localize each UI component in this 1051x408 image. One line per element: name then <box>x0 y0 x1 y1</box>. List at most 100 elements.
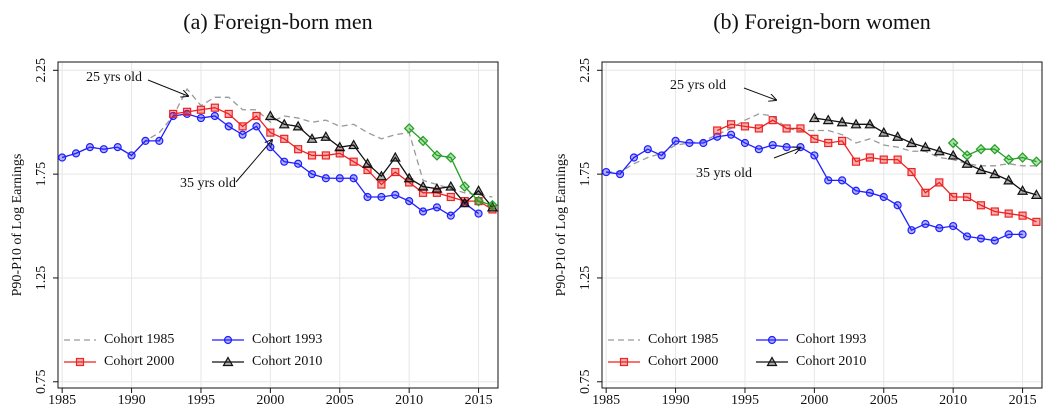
point <box>306 133 318 143</box>
point <box>431 150 443 161</box>
point <box>629 153 639 162</box>
point <box>949 192 958 202</box>
point <box>824 138 833 148</box>
x-tick-label: 2000 <box>800 393 828 408</box>
annotation: 25 yrs old <box>86 70 142 85</box>
point <box>892 131 904 141</box>
point <box>334 141 346 152</box>
point <box>699 138 708 148</box>
legend-label: Cohort 2010 <box>796 354 866 369</box>
point <box>307 170 317 179</box>
point <box>961 150 973 161</box>
point <box>865 188 874 197</box>
point <box>141 136 150 146</box>
point <box>389 151 401 162</box>
point <box>362 158 374 168</box>
point <box>907 167 916 177</box>
point <box>808 112 820 123</box>
point <box>391 167 400 177</box>
y-tick-label: 0.75 <box>578 370 593 395</box>
legend-marker <box>619 357 629 367</box>
point <box>278 118 290 129</box>
point <box>294 145 303 154</box>
series-line <box>952 142 1037 163</box>
y-tick-label: 1.75 <box>34 162 49 187</box>
point <box>391 190 400 199</box>
point <box>906 137 918 148</box>
point <box>740 122 750 131</box>
point <box>754 145 763 154</box>
point <box>224 109 233 119</box>
series-line <box>173 107 493 210</box>
point <box>377 192 386 202</box>
point <box>431 182 443 193</box>
point <box>961 158 973 168</box>
point <box>962 232 972 241</box>
point <box>1031 156 1042 168</box>
point <box>822 114 834 125</box>
point <box>615 170 625 179</box>
y-tick-label: 0.75 <box>34 370 49 395</box>
point <box>879 155 888 164</box>
point <box>321 174 330 183</box>
point <box>196 113 206 123</box>
panel: (b) Foreign-born women P90-P10 of Log Ear… <box>554 9 1043 408</box>
y-tick-label: 1.25 <box>34 266 49 291</box>
point <box>962 192 972 202</box>
point <box>403 123 415 134</box>
point <box>768 116 777 125</box>
point <box>990 236 999 245</box>
point <box>432 203 442 212</box>
point <box>182 107 192 116</box>
x-tick-label: 2010 <box>395 393 423 408</box>
legend-marker <box>75 357 85 367</box>
point <box>335 149 344 158</box>
point <box>459 181 471 192</box>
annotation-arrow <box>147 79 188 96</box>
point <box>878 126 890 137</box>
point <box>1004 209 1013 218</box>
x-tick-label: 2005 <box>326 393 354 408</box>
point <box>224 122 233 131</box>
point <box>893 201 902 210</box>
point <box>754 124 763 133</box>
annotation: 25 yrs old <box>670 78 726 93</box>
x-tick-label: 1995 <box>187 393 215 408</box>
point <box>349 174 358 183</box>
series-line <box>606 113 1037 173</box>
y-tick-label: 1.75 <box>578 162 593 187</box>
annotation: 35 yrs old <box>180 176 236 191</box>
series-line <box>270 115 493 208</box>
point <box>975 143 987 155</box>
point <box>266 128 275 137</box>
annotation-arrow <box>743 87 776 100</box>
y-tick-label: 2.25 <box>578 58 593 83</box>
legend-marker <box>223 335 233 345</box>
point <box>810 151 819 160</box>
x-tick-label: 1995 <box>731 393 759 408</box>
point <box>1017 152 1028 163</box>
point <box>348 139 360 150</box>
series-line <box>716 119 1037 223</box>
point <box>99 145 108 154</box>
point <box>71 149 81 158</box>
legend-label: Cohort 2010 <box>252 354 322 369</box>
point <box>446 192 455 202</box>
series-line <box>606 133 1023 242</box>
point <box>796 124 805 133</box>
chart-title: (b) Foreign-born women <box>713 9 931 34</box>
y-axis-label: P90-P10 of Log Earnings <box>10 154 25 297</box>
point <box>1004 230 1013 239</box>
point <box>947 137 959 149</box>
point <box>713 126 722 135</box>
point <box>280 157 289 166</box>
legend-marker <box>766 356 778 367</box>
point <box>1018 211 1027 220</box>
point <box>935 178 944 187</box>
series-line <box>408 127 493 206</box>
point <box>405 197 414 206</box>
point <box>824 176 833 185</box>
legend-marker <box>222 356 234 367</box>
point <box>685 138 694 148</box>
annotation-arrow <box>235 140 272 183</box>
